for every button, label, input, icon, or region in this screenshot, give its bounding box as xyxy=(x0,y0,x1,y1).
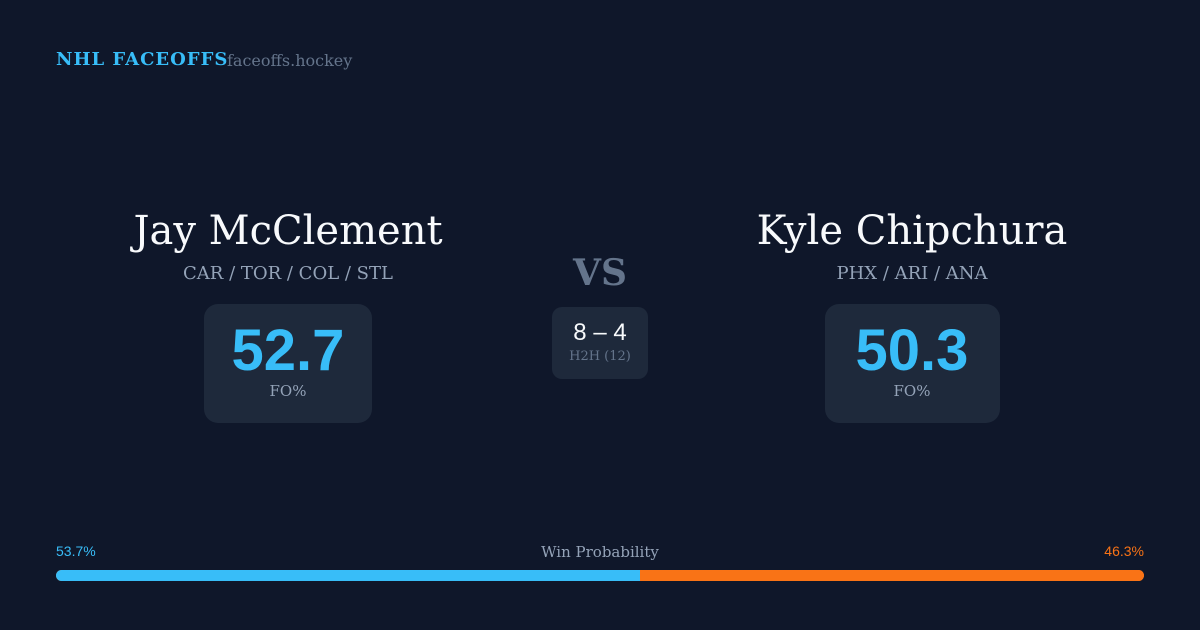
win-probability-right: 46.3% xyxy=(1104,543,1144,559)
brand-title: NHL FACEOFFS xyxy=(56,49,229,70)
faceoff-label: FO% xyxy=(893,382,931,400)
win-probability-title: Win Probability xyxy=(541,543,659,561)
vs-label: VS xyxy=(573,252,627,294)
head-to-head-card: 8 – 4 H2H (12) xyxy=(552,307,648,379)
faceoff-percentage: 50.3 xyxy=(855,318,969,383)
player-name: Kyle Chipchura xyxy=(756,208,1068,254)
site-link[interactable]: faceoffs.hockey xyxy=(227,51,353,70)
win-probability-left-fill xyxy=(56,570,641,581)
player-right: Kyle Chipchura PHX / ARI / ANA 50.3 FO% xyxy=(712,205,1112,423)
win-probability-left: 53.7% xyxy=(56,543,96,559)
h2h-score: 8 – 4 xyxy=(573,319,627,346)
win-probability-bar xyxy=(56,570,1144,581)
player-teams: CAR / TOR / COL / STL xyxy=(183,263,393,284)
faceoff-card: 50.3 FO% xyxy=(824,304,1000,423)
faceoff-card: 52.7 FO% xyxy=(204,304,372,423)
faceoff-percentage: 52.7 xyxy=(231,318,345,383)
h2h-label: H2H (12) xyxy=(569,349,631,364)
player-name: Jay McClement xyxy=(133,208,443,254)
player-left: Jay McClement CAR / TOR / COL / STL 52.7… xyxy=(88,205,488,423)
faceoff-label: FO% xyxy=(269,382,307,400)
win-probability-right-fill xyxy=(640,570,1144,581)
player-teams: PHX / ARI / ANA xyxy=(836,263,988,284)
